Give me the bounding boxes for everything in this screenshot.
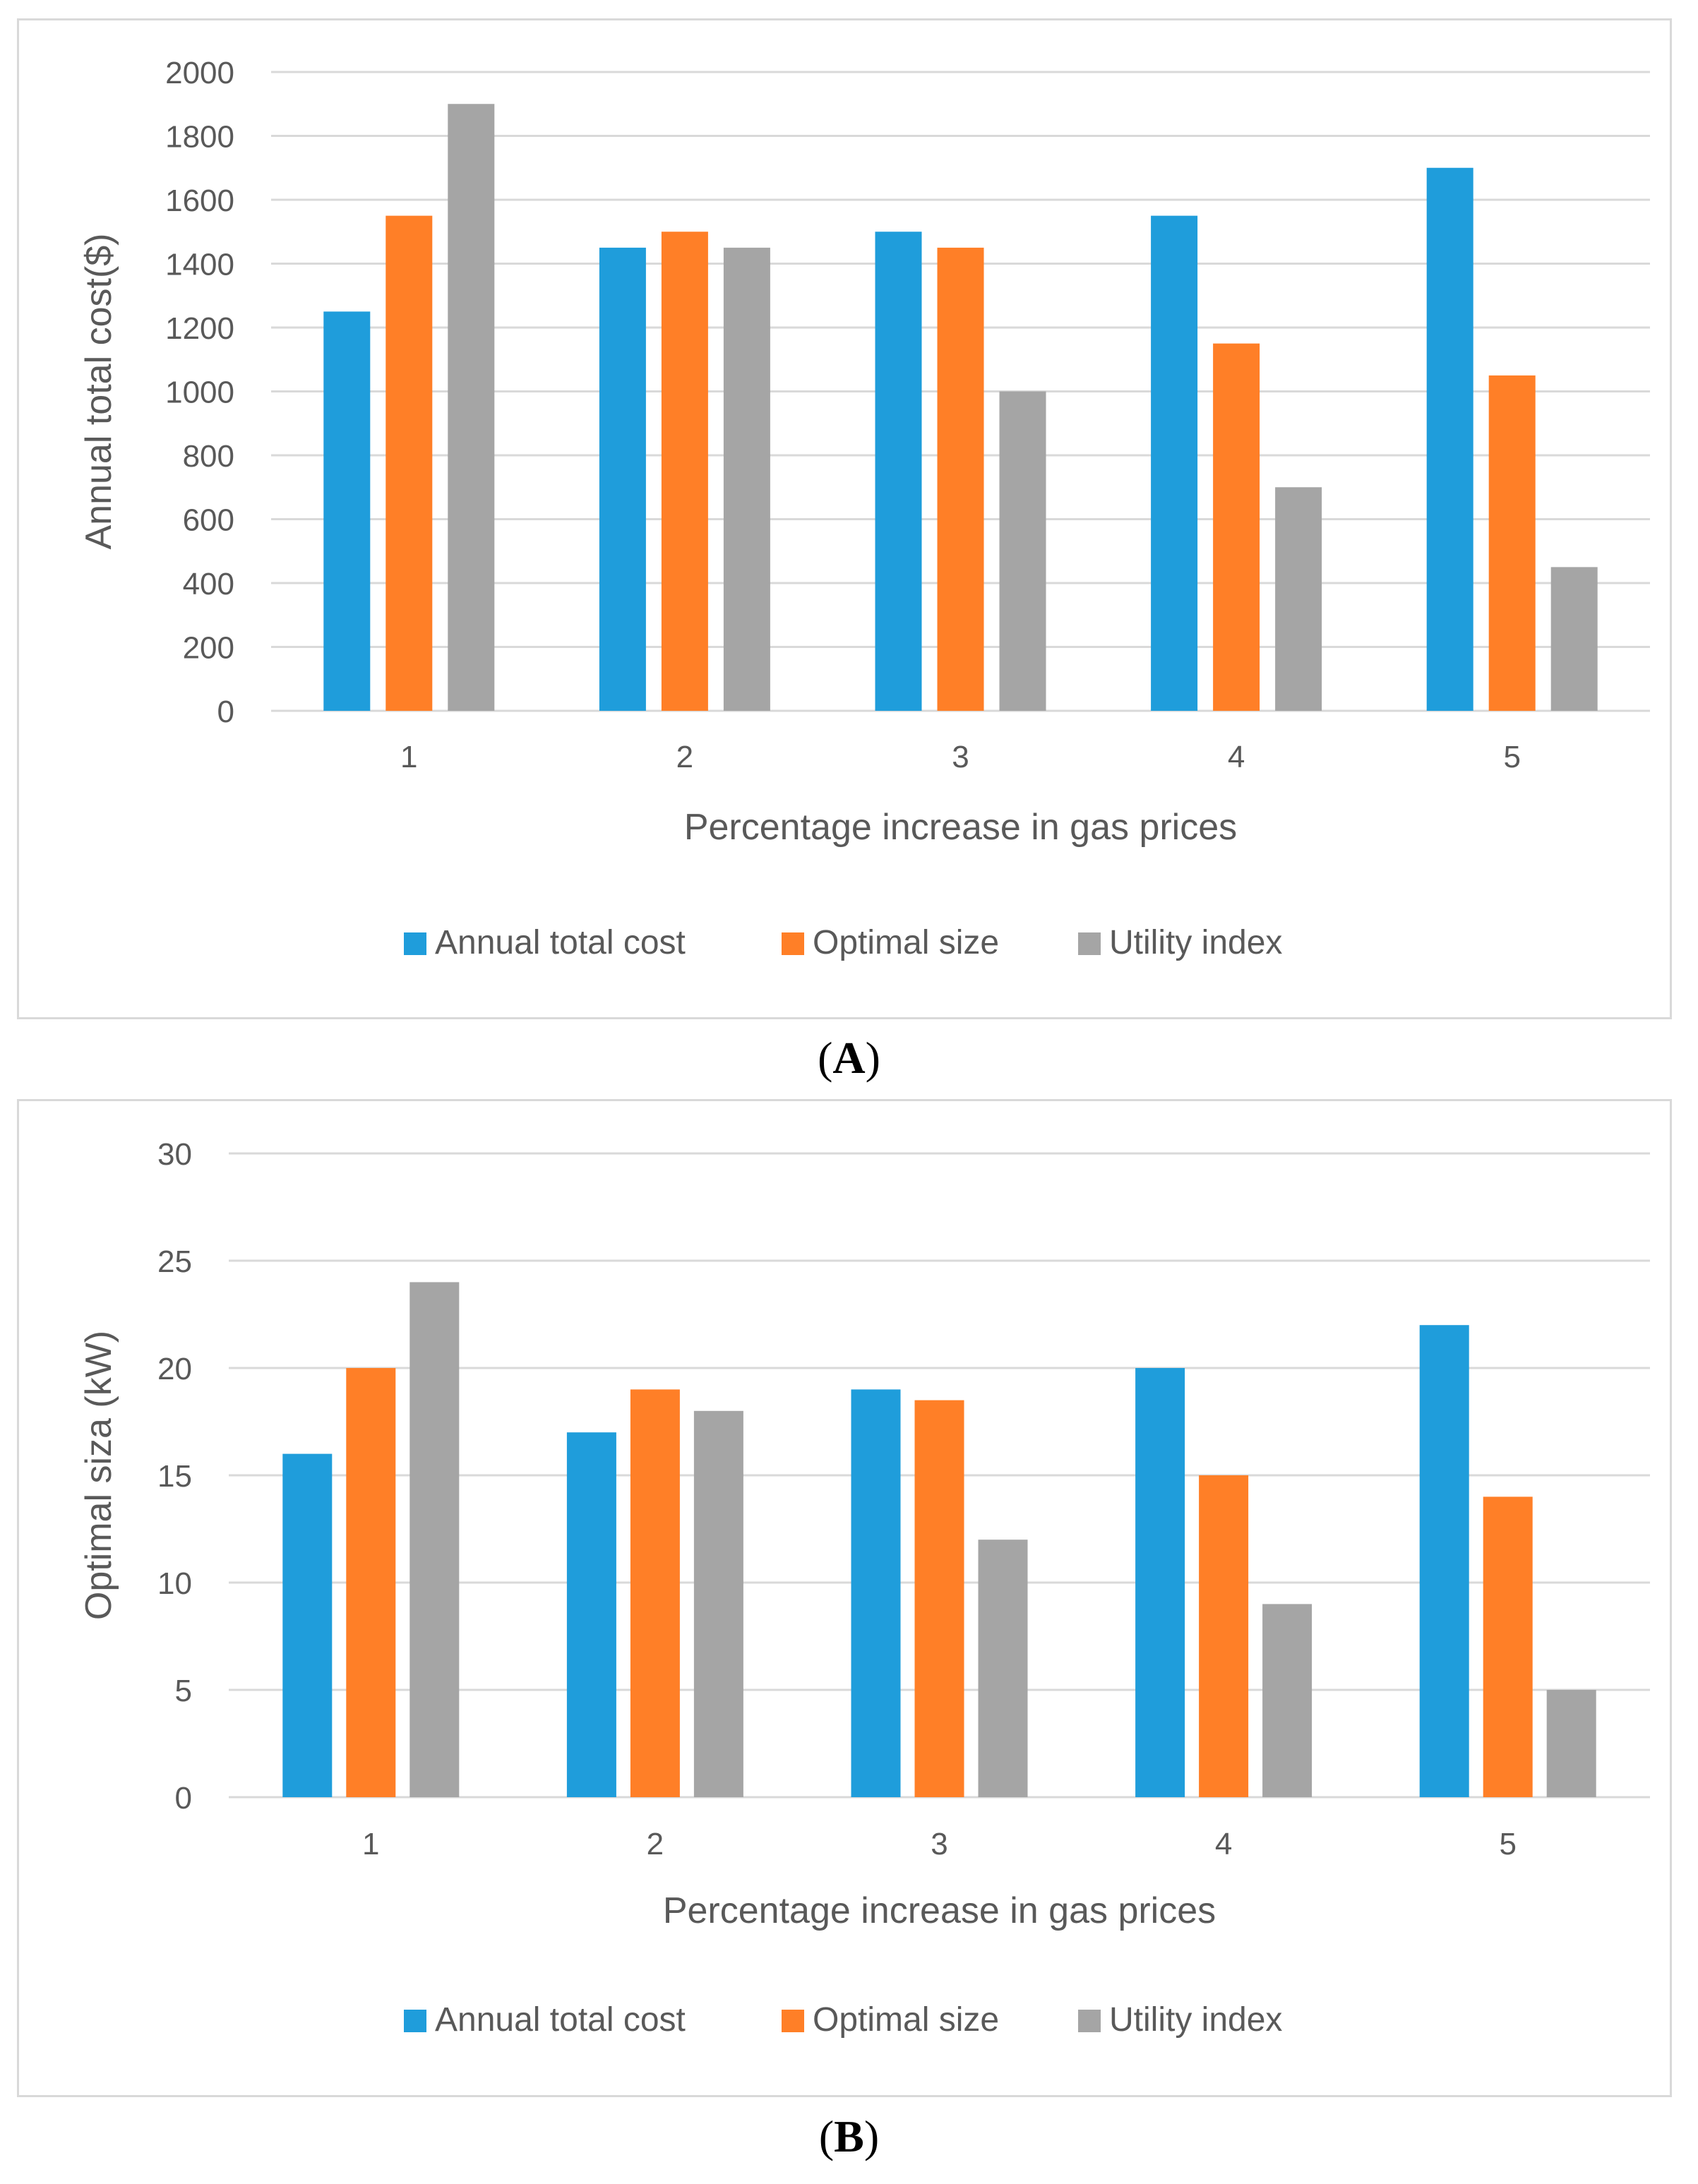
bar-annual-total-cost-4 xyxy=(1151,215,1198,711)
chart-a: 0 200 400 600 800 1000 1200 1400 1600 1800 2000 1 2 3… xyxy=(78,56,1650,961)
bar-optimal-size-4 xyxy=(1199,1475,1249,1797)
chart-a-frame: 0 200 400 600 800 1000 1200 1400 1600 1800 2000 1 2 3… xyxy=(17,18,1672,1019)
x-axis-title: Percentage increase in gas prices xyxy=(663,1890,1216,1931)
x-tick-label: 5 xyxy=(1503,740,1520,774)
panel-label-a: (A) xyxy=(818,1033,880,1083)
bar-annual-total-cost-2 xyxy=(599,247,646,711)
bar-utility-index-4 xyxy=(1275,487,1322,711)
x-tick-label: 5 xyxy=(1499,1827,1516,1861)
x-tick-label: 1 xyxy=(362,1827,379,1861)
legend-swatch-annual-total-cost xyxy=(404,2010,426,2032)
bar-utility-index-3 xyxy=(999,391,1046,711)
y-tick-label: 1200 xyxy=(165,311,234,346)
bar-optimal-size-5 xyxy=(1483,1496,1533,1797)
chart-b: 0 5 10 15 20 25 30 1 2 3 4 5 Percentage increase in … xyxy=(78,1137,1650,2039)
legend-swatch-utility-index xyxy=(1078,932,1101,955)
y-tick-label: 600 xyxy=(183,503,234,537)
legend-label: Optimal size xyxy=(813,924,999,961)
legend-swatch-optimal-size xyxy=(782,932,804,955)
legend-swatch-utility-index xyxy=(1078,2010,1101,2032)
bar-optimal-size-1 xyxy=(346,1368,396,1797)
bar-optimal-size-3 xyxy=(937,247,984,711)
bar-annual-total-cost-1 xyxy=(282,1453,333,1797)
x-tick-label: 1 xyxy=(400,740,417,774)
bar-annual-total-cost-4 xyxy=(1135,1368,1185,1797)
y-axis-title: Annual total cost($) xyxy=(78,233,119,549)
y-tick-label: 1600 xyxy=(165,184,234,218)
bar-utility-index-1 xyxy=(409,1282,460,1797)
y-tick-label: 200 xyxy=(183,630,234,665)
bar-optimal-size-5 xyxy=(1488,375,1536,711)
y-tick-label: 1800 xyxy=(165,119,234,154)
bar-utility-index-2 xyxy=(693,1410,743,1797)
y-tick-label: 5 xyxy=(175,1674,192,1708)
y-tick-label: 0 xyxy=(175,1781,192,1816)
bar-optimal-size-3 xyxy=(914,1400,964,1797)
x-axis-title: Percentage increase in gas prices xyxy=(684,807,1237,848)
legend-label: Optimal size xyxy=(813,2001,999,2039)
bar-optimal-size-2 xyxy=(630,1389,680,1797)
x-tick-label: 2 xyxy=(647,1827,664,1861)
bar-utility-index-4 xyxy=(1262,1604,1313,1797)
panel-label-b: (B) xyxy=(818,2111,880,2161)
y-tick-label: 10 xyxy=(157,1566,192,1601)
bar-annual-total-cost-2 xyxy=(566,1432,616,1797)
legend-label: Annual total cost xyxy=(435,924,686,961)
bar-optimal-size-4 xyxy=(1213,343,1260,711)
y-tick-label: 15 xyxy=(157,1459,192,1494)
x-tick-label: 2 xyxy=(676,740,693,774)
bar-utility-index-5 xyxy=(1546,1690,1596,1797)
y-tick-label: 0 xyxy=(217,695,234,729)
bar-annual-total-cost-5 xyxy=(1419,1325,1469,1797)
x-tick-label: 3 xyxy=(952,740,969,774)
x-tick-label: 3 xyxy=(931,1827,947,1861)
bar-utility-index-2 xyxy=(723,247,770,711)
bar-optimal-size-2 xyxy=(661,232,708,711)
y-tick-label: 2000 xyxy=(165,56,234,90)
bar-annual-total-cost-1 xyxy=(323,311,371,711)
bar-annual-total-cost-5 xyxy=(1426,167,1473,711)
bar-utility-index-1 xyxy=(448,104,495,711)
chart-b-frame: 0 5 10 15 20 25 30 1 2 3 4 5 Percentage increase in … xyxy=(17,1099,1672,2097)
bar-utility-index-5 xyxy=(1550,567,1598,711)
legend-swatch-optimal-size xyxy=(782,2010,804,2032)
x-tick-label: 4 xyxy=(1215,1827,1232,1861)
y-axis-title: Optimal siza (kW) xyxy=(78,1331,119,1620)
bar-annual-total-cost-3 xyxy=(875,232,922,711)
legend-label: Annual total cost xyxy=(435,2001,686,2039)
y-tick-label: 400 xyxy=(183,567,234,601)
bar-annual-total-cost-3 xyxy=(851,1389,901,1797)
bar-optimal-size-1 xyxy=(385,215,433,711)
y-tick-label: 800 xyxy=(183,439,234,474)
legend-label: Utility index xyxy=(1109,2001,1282,2039)
legend-label: Utility index xyxy=(1109,924,1282,961)
y-tick-label: 20 xyxy=(157,1352,192,1386)
bar-utility-index-3 xyxy=(978,1540,1028,1797)
y-tick-label: 25 xyxy=(157,1244,192,1279)
x-tick-label: 4 xyxy=(1228,740,1245,774)
legend-swatch-annual-total-cost xyxy=(404,932,426,955)
y-tick-label: 1000 xyxy=(165,375,234,409)
y-tick-label: 30 xyxy=(157,1137,192,1172)
y-tick-label: 1400 xyxy=(165,247,234,282)
